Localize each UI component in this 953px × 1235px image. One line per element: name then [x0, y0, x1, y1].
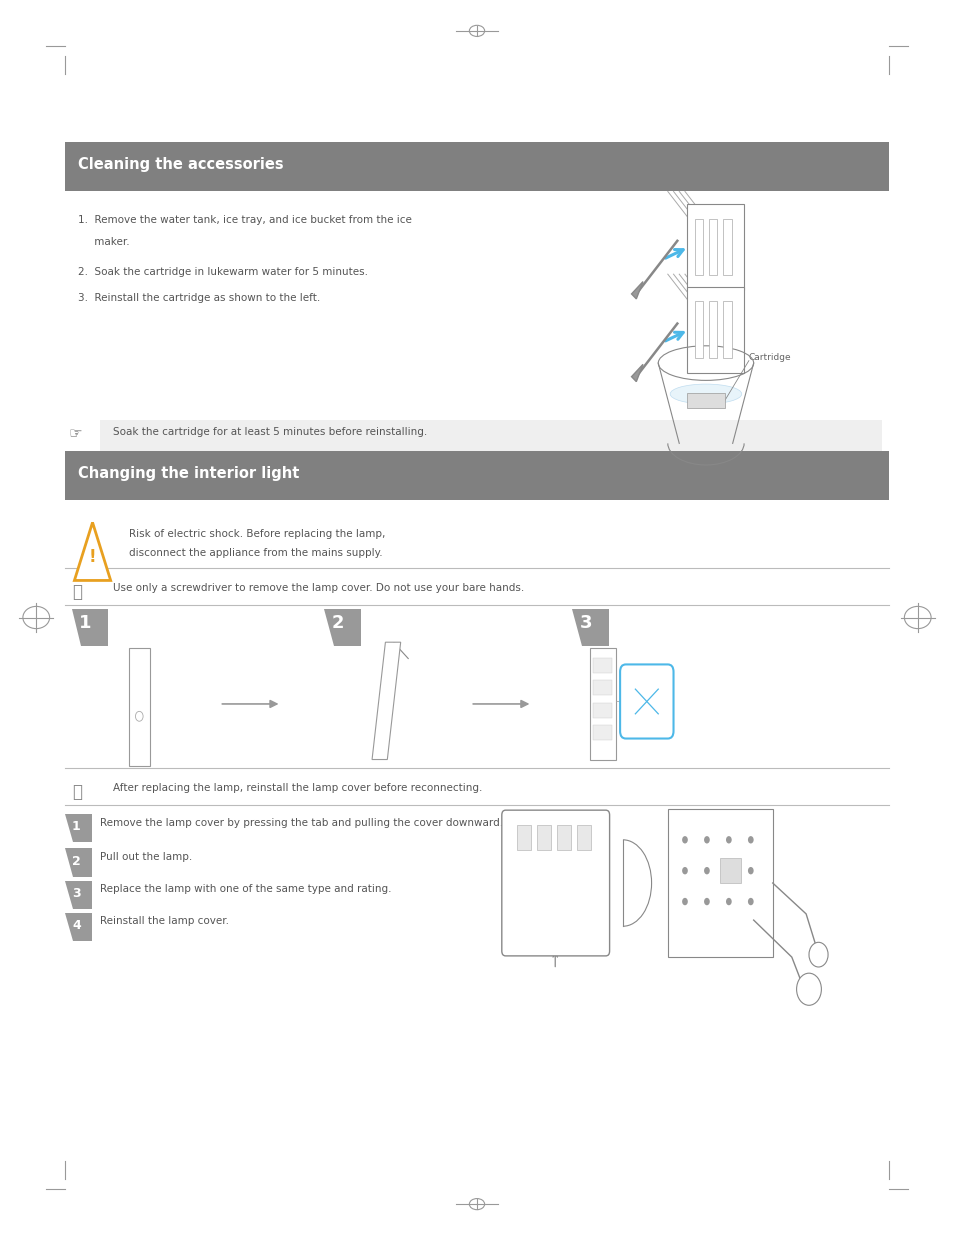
FancyBboxPatch shape [708, 219, 717, 275]
Circle shape [681, 898, 687, 905]
FancyBboxPatch shape [129, 648, 150, 766]
Text: Remove the lamp cover by pressing the tab and pulling the cover downward.: Remove the lamp cover by pressing the ta… [100, 818, 503, 827]
Text: 3: 3 [71, 887, 81, 900]
Polygon shape [71, 609, 108, 646]
Text: !: ! [89, 548, 96, 566]
Circle shape [725, 867, 731, 874]
Text: disconnect the appliance from the mains supply.: disconnect the appliance from the mains … [129, 548, 382, 558]
Text: Cartridge: Cartridge [748, 353, 791, 362]
FancyBboxPatch shape [686, 204, 743, 290]
Text: 4: 4 [71, 919, 81, 932]
FancyBboxPatch shape [557, 825, 571, 850]
Polygon shape [65, 913, 91, 941]
FancyBboxPatch shape [100, 420, 882, 474]
FancyBboxPatch shape [694, 301, 702, 358]
Text: Risk of electric shock. Before replacing the lamp,: Risk of electric shock. Before replacing… [129, 529, 385, 538]
FancyBboxPatch shape [708, 301, 717, 358]
FancyBboxPatch shape [593, 680, 612, 695]
Text: 2.  Soak the cartridge in lukewarm water for 5 minutes.: 2. Soak the cartridge in lukewarm water … [78, 267, 368, 277]
Circle shape [796, 973, 821, 1005]
FancyBboxPatch shape [720, 858, 740, 883]
Text: 2: 2 [331, 614, 344, 632]
Text: 3.  Reinstall the cartridge as shown to the left.: 3. Reinstall the cartridge as shown to t… [78, 293, 320, 303]
Text: ✋: ✋ [72, 783, 82, 802]
Polygon shape [74, 522, 111, 580]
FancyBboxPatch shape [694, 219, 702, 275]
FancyBboxPatch shape [667, 809, 772, 957]
FancyBboxPatch shape [619, 664, 673, 739]
Text: ☞: ☞ [69, 426, 82, 441]
FancyBboxPatch shape [722, 301, 731, 358]
FancyBboxPatch shape [577, 825, 591, 850]
Circle shape [703, 898, 709, 905]
FancyBboxPatch shape [686, 287, 743, 373]
Text: Soak the cartridge for at least 5 minutes before reinstalling.: Soak the cartridge for at least 5 minute… [112, 427, 426, 437]
Text: Pull out the lamp.: Pull out the lamp. [100, 852, 193, 862]
Polygon shape [572, 609, 608, 646]
Circle shape [747, 836, 753, 844]
Circle shape [747, 867, 753, 874]
FancyBboxPatch shape [501, 810, 609, 956]
Text: 1: 1 [78, 614, 91, 632]
Text: ✋: ✋ [72, 583, 82, 601]
Circle shape [725, 836, 731, 844]
Text: Use only a screwdriver to remove the lamp cover. Do not use your bare hands.: Use only a screwdriver to remove the lam… [112, 583, 523, 593]
FancyBboxPatch shape [593, 703, 612, 718]
Polygon shape [372, 642, 400, 760]
Text: 1.  Remove the water tank, ice tray, and ice bucket from the ice: 1. Remove the water tank, ice tray, and … [78, 215, 412, 225]
Polygon shape [65, 881, 91, 909]
FancyBboxPatch shape [686, 393, 724, 408]
FancyBboxPatch shape [517, 825, 531, 850]
Text: 2: 2 [71, 855, 81, 868]
Text: Reinstall the lamp cover.: Reinstall the lamp cover. [100, 916, 229, 926]
Circle shape [703, 867, 709, 874]
Circle shape [747, 898, 753, 905]
Polygon shape [65, 814, 91, 842]
Circle shape [681, 836, 687, 844]
FancyBboxPatch shape [65, 451, 888, 500]
Text: After replacing the lamp, reinstall the lamp cover before reconnecting.: After replacing the lamp, reinstall the … [112, 783, 481, 793]
Polygon shape [65, 848, 91, 877]
Ellipse shape [669, 384, 741, 404]
Text: 3: 3 [578, 614, 592, 632]
Text: 1: 1 [71, 820, 81, 834]
Polygon shape [631, 364, 642, 382]
FancyBboxPatch shape [589, 648, 616, 760]
Circle shape [808, 942, 827, 967]
Text: maker.: maker. [78, 237, 130, 247]
FancyBboxPatch shape [537, 825, 551, 850]
FancyBboxPatch shape [65, 142, 888, 191]
Polygon shape [631, 282, 642, 299]
FancyBboxPatch shape [722, 219, 731, 275]
Text: Changing the interior light: Changing the interior light [78, 466, 299, 480]
FancyBboxPatch shape [593, 725, 612, 740]
Circle shape [681, 867, 687, 874]
Circle shape [703, 836, 709, 844]
Polygon shape [324, 609, 360, 646]
FancyBboxPatch shape [593, 658, 612, 673]
Text: Cleaning the accessories: Cleaning the accessories [78, 157, 284, 172]
Circle shape [725, 898, 731, 905]
Text: Replace the lamp with one of the same type and rating.: Replace the lamp with one of the same ty… [100, 884, 392, 894]
